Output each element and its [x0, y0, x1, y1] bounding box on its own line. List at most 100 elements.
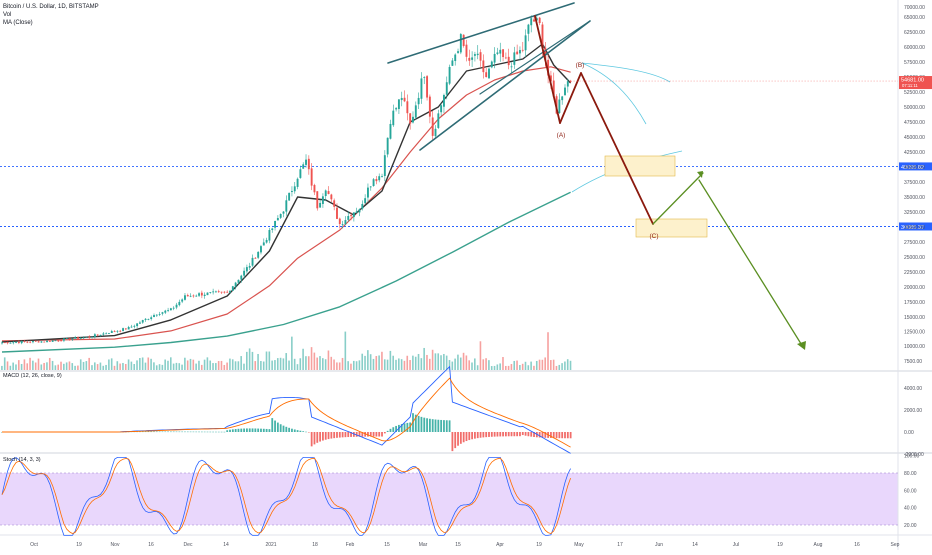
- volume-bar: [9, 365, 12, 370]
- macd-hist-bar: [434, 419, 437, 432]
- price-tick-label: 30000.00: [904, 225, 925, 231]
- time-tick-label: Jun: [655, 542, 663, 548]
- macd-hist-bar: [203, 431, 206, 433]
- volume-bar: [499, 363, 501, 370]
- volume-bar: [336, 362, 338, 370]
- candle-body: [364, 198, 367, 204]
- time-tick-label: 14: [223, 542, 229, 548]
- macd-hist-bar: [161, 431, 164, 433]
- macd-hist-bar: [431, 419, 434, 432]
- ma-legend[interactable]: MA (Close): [3, 20, 33, 26]
- volume-bar: [48, 357, 51, 370]
- current-price-label-bg: [899, 76, 932, 90]
- candle-body: [237, 279, 240, 283]
- volume-bar: [547, 332, 549, 370]
- macd-hist-bar: [417, 415, 420, 432]
- candle-body: [552, 80, 555, 97]
- volume-bar: [43, 362, 45, 370]
- candle-body: [158, 314, 161, 315]
- candle-body: [209, 292, 212, 293]
- candle-body: [251, 257, 254, 266]
- candle-body: [316, 191, 319, 209]
- volume-bar: [426, 354, 428, 370]
- price-tick-label: 22500.00: [904, 270, 925, 276]
- volume-bar: [37, 358, 40, 370]
- volume-bar: [552, 359, 555, 370]
- candle-body: [378, 176, 381, 181]
- candles: [1, 15, 572, 345]
- macd-hist-bar: [322, 432, 324, 441]
- candle-body: [369, 186, 372, 188]
- symbol-title[interactable]: Bitcoin / U.S. Dollar, 1D, BITSTAMP: [3, 4, 99, 10]
- volume-bar: [428, 358, 431, 370]
- volume-bar: [184, 357, 186, 370]
- volume-legend[interactable]: Vol: [3, 12, 12, 18]
- volume-bar: [32, 360, 34, 370]
- price-tick-label: 57500.00: [904, 60, 925, 66]
- wave-path-a: [534, 15, 561, 124]
- price-tick-label: 40000.00: [904, 165, 925, 171]
- volume-bar: [319, 356, 321, 370]
- macd-hist-bar: [468, 432, 471, 441]
- macd-legend[interactable]: MACD (12, 26, close, 9): [3, 373, 62, 379]
- volume-bar: [234, 361, 237, 370]
- volume-bar: [133, 364, 136, 370]
- candle-body: [358, 209, 361, 213]
- candle-body: [153, 315, 155, 318]
- volume-bar: [144, 362, 147, 370]
- volume-bar: [189, 358, 192, 370]
- macd-hist-bar: [527, 432, 530, 437]
- macd-hist-bar: [504, 432, 507, 437]
- candle-body: [15, 342, 18, 343]
- volume-bar: [434, 353, 437, 370]
- volume-bar: [445, 355, 448, 370]
- stoch-legend[interactable]: Stoch (14, 3, 3): [3, 457, 41, 463]
- candle-body: [229, 290, 231, 293]
- macd-hist-bar: [307, 432, 310, 433]
- macd-hist-bar: [336, 432, 338, 438]
- macd-hist-bar: [538, 432, 541, 438]
- macd-signal-line: [2, 377, 571, 448]
- volume-bar: [96, 364, 99, 370]
- volume-bar: [175, 362, 178, 370]
- volume-bar: [79, 359, 82, 370]
- projection-ma-fast: [581, 62, 671, 83]
- candle-body: [423, 77, 426, 78]
- volume-bar: [274, 360, 276, 370]
- candle-body: [530, 18, 533, 26]
- price-tick-label: 45000.00: [904, 135, 925, 141]
- volume-bar: [251, 351, 254, 370]
- candle-body: [102, 333, 105, 335]
- candle-body: [476, 53, 479, 56]
- candle-body: [257, 251, 260, 258]
- volume-bar: [195, 363, 197, 370]
- bounce-arrow: [652, 172, 704, 225]
- candle-body: [496, 52, 499, 54]
- ma-20-line: [1, 43, 572, 343]
- candle-body: [65, 338, 68, 339]
- macd-hist-bar: [561, 432, 564, 439]
- candle-body: [403, 97, 406, 102]
- candle-body: [133, 325, 136, 327]
- level-label-bg: [899, 162, 932, 171]
- time-tick-label: 16: [854, 542, 860, 548]
- macd-hist-bar: [552, 432, 555, 439]
- volume-bar: [282, 358, 285, 370]
- candle-body: [344, 220, 347, 225]
- candle-body: [96, 334, 99, 336]
- volume-bar: [105, 364, 107, 370]
- macd-hist-bar: [507, 432, 510, 437]
- macd-hist-bar: [358, 432, 361, 437]
- macd-hist-bar: [361, 432, 364, 437]
- volume-bar: [206, 357, 209, 370]
- candle-body: [333, 200, 336, 207]
- macd-hist-bar: [479, 432, 482, 438]
- volume-bar: [276, 358, 279, 370]
- candle-body: [406, 101, 409, 114]
- stoch-tick-label: 80.00: [904, 471, 917, 477]
- candle-body: [285, 200, 288, 212]
- candle-body: [296, 178, 299, 187]
